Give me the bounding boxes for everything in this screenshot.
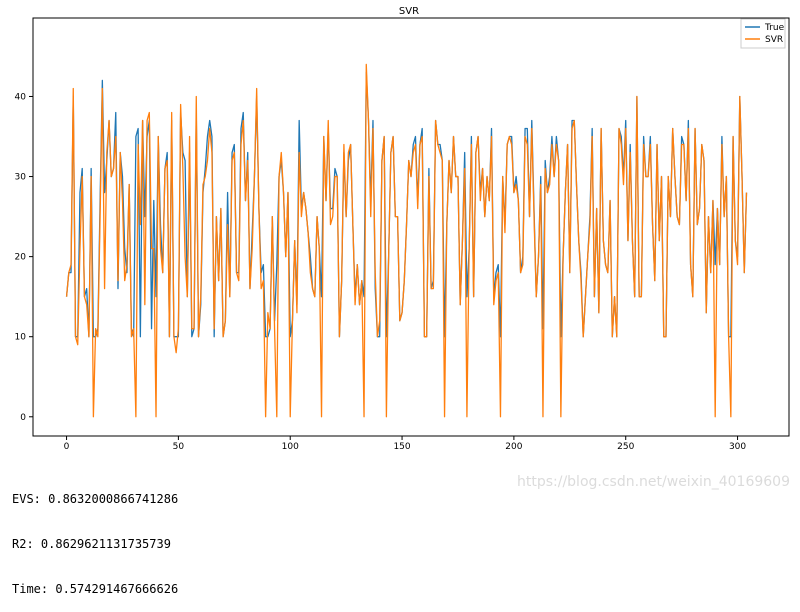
metrics-panel: EVS: 0.8632000866741286 R2: 0.8629621131… [12, 462, 178, 612]
legend: True SVR [740, 18, 786, 49]
y-tick-label: 10 [15, 333, 27, 343]
legend-frame [740, 18, 786, 49]
series-layer [65, 63, 748, 418]
svr-line-chart: SVR 0 50 100 150 200 250 300 0 10 20 30 40 True SV… [15, 6, 790, 452]
x-tick-label: 0 [64, 442, 70, 452]
y-tick-label: 40 [15, 92, 27, 102]
evs-score: EVS: 0.8632000866741286 [12, 492, 179, 506]
x-tick-label: 200 [505, 442, 522, 452]
legend-label-svr: SVR [765, 35, 783, 45]
chart-title: SVR [399, 6, 419, 17]
x-tick-label: 100 [282, 442, 299, 452]
y-tick-label: 30 [15, 173, 27, 183]
y-tick-label: 20 [15, 253, 27, 263]
watermark-text: https://blog.csdn.net/weixin_40169609 [516, 474, 790, 490]
time-value: Time: 0.574291467666626 [12, 582, 179, 596]
series-line-svr [65, 63, 748, 418]
x-tick-label: 250 [617, 442, 634, 452]
legend-label-true: True [764, 23, 785, 33]
y-axis: 0 10 20 30 40 [15, 92, 33, 423]
plot-frame [32, 17, 790, 437]
x-tick-label: 300 [729, 442, 746, 452]
x-tick-label: 150 [393, 442, 410, 452]
r2-score: R2: 0.8629621131735739 [12, 537, 171, 551]
x-axis: 0 50 100 150 200 250 300 [64, 436, 746, 452]
y-tick-label: 0 [20, 413, 26, 423]
x-tick-label: 50 [173, 442, 185, 452]
